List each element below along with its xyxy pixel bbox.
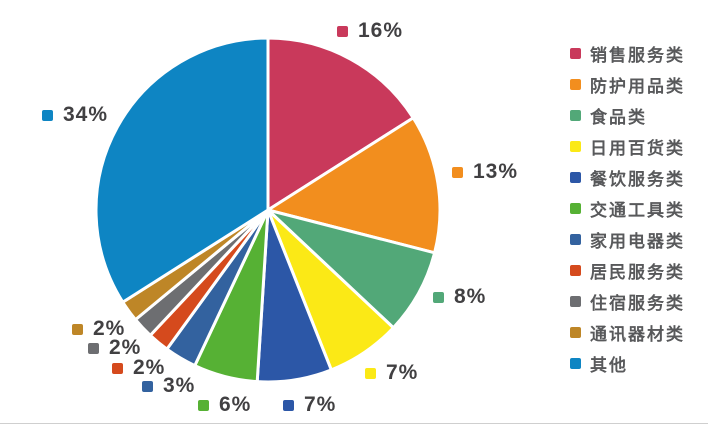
slice-percent-text: 2% <box>93 317 126 340</box>
slice-percent-label-2: 8% <box>433 285 487 308</box>
legend-label: 交通工具类 <box>590 201 685 220</box>
slice-label-swatch-icon <box>198 399 209 411</box>
legend-swatch-icon <box>570 110 581 121</box>
pie-slice-1 <box>266 116 442 255</box>
slice-label-swatch-icon <box>283 399 294 411</box>
legend-label: 餐饮服务类 <box>590 170 685 189</box>
slice-label-swatch-icon <box>365 367 376 379</box>
legend-swatch-icon <box>570 234 581 245</box>
slice-percent-text: 7% <box>386 361 419 384</box>
slice-label-swatch-icon <box>142 380 153 392</box>
legend-swatch-icon <box>570 48 581 59</box>
legend-item-3: 日用百货类 <box>570 131 685 162</box>
slice-label-swatch-icon <box>433 291 444 303</box>
slice-label-swatch-icon <box>72 323 83 335</box>
legend-swatch-icon <box>570 327 581 338</box>
slice-percent-text: 2% <box>133 356 166 379</box>
slice-label-swatch-icon <box>42 109 53 121</box>
legend: 销售服务类防护用品类食品类日用百货类餐饮服务类交通工具类家用电器类居民服务类住宿… <box>570 38 685 379</box>
legend-item-9: 通讯器材类 <box>570 317 685 348</box>
slice-percent-text: 16% <box>358 19 404 42</box>
legend-label: 食品类 <box>590 108 647 127</box>
slice-percent-label-3: 7% <box>365 361 419 384</box>
slice-label-swatch-icon <box>337 25 348 37</box>
legend-label: 居民服务类 <box>590 263 685 282</box>
slice-percent-label-6: 3% <box>142 374 196 397</box>
legend-label: 防护用品类 <box>590 77 685 96</box>
slice-percent-text: 2% <box>109 336 142 359</box>
slice-percent-text: 3% <box>163 374 196 397</box>
slice-percent-text: 13% <box>473 160 519 183</box>
legend-swatch-icon <box>570 265 581 276</box>
slice-percent-text: 6% <box>219 393 252 416</box>
legend-swatch-icon <box>570 296 581 307</box>
legend-label: 家用电器类 <box>590 232 685 251</box>
slice-percent-text: 34% <box>63 103 109 126</box>
legend-item-0: 销售服务类 <box>570 38 685 69</box>
legend-label: 通讯器材类 <box>590 325 685 344</box>
legend-swatch-icon <box>570 141 581 152</box>
slice-label-swatch-icon <box>112 362 123 374</box>
slice-percent-label-1: 13% <box>452 160 519 183</box>
legend-swatch-icon <box>570 358 581 369</box>
legend-swatch-icon <box>570 203 581 214</box>
legend-item-7: 居民服务类 <box>570 255 685 286</box>
legend-label: 销售服务类 <box>590 46 685 65</box>
legend-label: 住宿服务类 <box>590 294 685 313</box>
slice-label-swatch-icon <box>452 166 463 178</box>
slice-percent-label-9: 2% <box>72 317 126 340</box>
pie-slice-10 <box>94 36 270 304</box>
slice-percent-text: 7% <box>304 393 337 416</box>
slice-percent-label-8: 2% <box>88 336 142 359</box>
slice-percent-label-0: 16% <box>337 19 404 42</box>
legend-swatch-icon <box>570 172 581 183</box>
legend-label: 其他 <box>590 356 628 375</box>
legend-item-10: 其他 <box>570 348 685 379</box>
slice-percent-text: 8% <box>454 285 487 308</box>
slice-label-swatch-icon <box>88 342 99 354</box>
legend-item-2: 食品类 <box>570 100 685 131</box>
legend-item-8: 住宿服务类 <box>570 286 685 317</box>
legend-item-6: 家用电器类 <box>570 224 685 255</box>
legend-item-5: 交通工具类 <box>570 193 685 224</box>
slice-percent-label-4: 7% <box>283 393 337 416</box>
legend-label: 日用百货类 <box>590 139 685 158</box>
legend-item-1: 防护用品类 <box>570 69 685 100</box>
legend-swatch-icon <box>570 79 581 90</box>
legend-item-4: 餐饮服务类 <box>570 162 685 193</box>
slice-percent-label-7: 2% <box>112 356 166 379</box>
slice-percent-label-5: 6% <box>198 393 252 416</box>
pie-slice-0 <box>266 36 415 212</box>
slice-percent-label-10: 34% <box>42 103 109 126</box>
